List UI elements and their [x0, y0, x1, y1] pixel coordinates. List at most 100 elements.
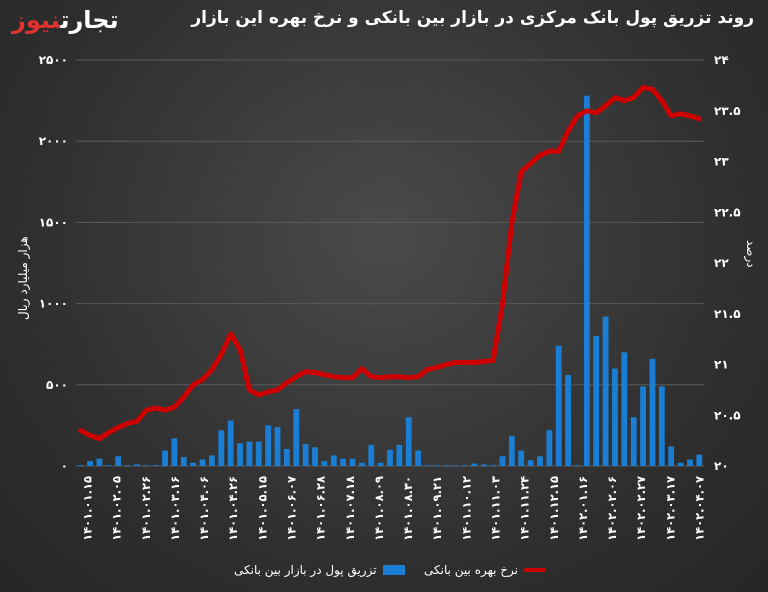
bar: [480, 464, 487, 466]
bar: [87, 461, 93, 466]
bar: [462, 465, 468, 466]
bar: [349, 458, 356, 466]
bar: [471, 463, 478, 466]
x-tick-label: ۱۴۰۱.۰۹.۲۱: [430, 476, 444, 541]
legend-label-bars: تزریق پول در بازار بین بانکی: [234, 563, 377, 577]
bar: [555, 345, 562, 466]
legend-swatch-bars: [382, 565, 405, 575]
bar: [105, 465, 112, 466]
bar: [687, 459, 693, 466]
bar: [490, 465, 497, 466]
x-tick-label: ۱۴۰۱.۰۸.۳۰: [401, 476, 415, 541]
chart-title: روند تزریق پول بانک مرکزی در بازار بین ب…: [191, 8, 754, 28]
bar: [330, 455, 337, 466]
x-tick-label: ۱۴۰۱.۱۰.۱۲: [459, 476, 473, 541]
bar: [508, 435, 515, 466]
x-tick-label: ۱۴۰۲.۰۲.۲۷: [634, 476, 648, 541]
x-tick-label: ۱۴۰۱.۰۷.۱۸: [343, 476, 357, 541]
y-left-tick-label: ۱۵۰۰: [39, 215, 68, 229]
x-tick-label: ۱۴۰۲.۰۳.۱۷: [663, 476, 677, 541]
x-tick-label: ۱۴۰۱.۰۸.۰۹: [372, 476, 386, 541]
bar: [574, 465, 581, 466]
interest-rate-line: [78, 84, 702, 442]
y-right-tick-label: ۲۴: [714, 53, 729, 67]
bar: [452, 465, 459, 466]
bar: [302, 444, 309, 466]
bar: [583, 95, 590, 466]
bar: [602, 316, 609, 466]
x-tick-label: ۱۴۰۱.۰۶.۲۸: [314, 476, 328, 541]
bar: [368, 444, 375, 466]
y-right-tick-label: ۲۲: [714, 256, 729, 270]
bar: [162, 450, 168, 466]
x-tick-label: ۱۴۰۲.۰۲.۰۶: [605, 476, 619, 541]
y-right-tick-label: ۲۱.۵: [714, 307, 741, 321]
bar: [124, 465, 131, 466]
x-tick-label: ۱۴۰۱.۰۲.۰۵: [110, 476, 124, 541]
y-left-tick-label: ۲۵۰۰: [39, 53, 68, 67]
y-left-tick-label: ۰: [61, 459, 68, 473]
bar: [658, 386, 665, 466]
logo-part-2: نیوز: [12, 6, 61, 34]
bar: [677, 462, 684, 466]
bar: [433, 465, 440, 466]
x-tick-label: ۱۴۰۱.۰۴.۲۶: [226, 476, 240, 541]
bar: [358, 462, 365, 466]
bar: [630, 417, 637, 466]
bar: [527, 460, 534, 466]
legend-swatch-line: [524, 568, 546, 572]
brand-logo: تجارتنیوز: [12, 6, 119, 34]
y-axis-right-label: درصد: [744, 240, 758, 268]
bar: [255, 441, 262, 466]
bar: [593, 336, 600, 466]
x-tick-label: ۱۴۰۱.۰۲.۲۶: [139, 476, 153, 541]
bar: [621, 352, 628, 466]
bar: [115, 456, 122, 466]
x-tick-label: ۱۴۰۱.۰۵.۱۵: [255, 476, 269, 541]
legend: تزریق پول در بازار بین بانکی نرخ بهره بی…: [0, 563, 768, 583]
bar: [312, 447, 318, 466]
bar: [152, 465, 159, 466]
y-axis-left-label: هزار میلیارد ریال: [16, 236, 30, 320]
bar: [424, 465, 431, 466]
y-right-tick-label: ۲۳: [714, 155, 729, 169]
x-tick-label: ۱۴۰۱.۱۱.۲۴: [518, 476, 532, 541]
bar: [171, 438, 178, 466]
legend-label-line: نرخ بهره بین بانکی: [424, 563, 518, 577]
logo-part-1: تجارت: [60, 6, 119, 34]
x-tick-label: ۱۴۰۲.۰۱.۱۶: [576, 476, 590, 541]
y-right-tick-label: ۲۰.۵: [714, 408, 741, 422]
bar: [227, 420, 234, 466]
bar: [612, 368, 618, 466]
x-tick-label: ۱۴۰۱.۰۴.۰۶: [197, 476, 211, 541]
bar: [499, 456, 506, 466]
bar: [415, 450, 422, 466]
bar: [387, 449, 393, 466]
bar: [199, 459, 206, 466]
bar: [405, 417, 412, 466]
bar: [274, 427, 281, 466]
y-left-tick-label: ۲۰۰۰: [39, 134, 68, 148]
bar: [218, 430, 225, 466]
x-tick-label: ۱۴۰۲.۰۴.۰۷: [693, 476, 707, 541]
y-right-tick-label: ۲۲.۵: [714, 205, 741, 219]
bar: [321, 461, 328, 466]
bar: [565, 375, 571, 466]
bar: [190, 462, 197, 466]
bar: [180, 457, 187, 466]
bar: [377, 462, 384, 466]
y-right-tick-label: ۲۳.۵: [714, 104, 741, 118]
bar: [246, 441, 253, 466]
y-right-tick-label: ۲۱: [714, 358, 729, 372]
y-left-tick-label: ۱۰۰۰: [39, 297, 68, 311]
bar: [209, 455, 215, 466]
bar: [283, 448, 290, 466]
bar: [143, 465, 150, 466]
bar: [265, 425, 272, 466]
bar: [518, 450, 525, 466]
x-tick-label: ۱۴۰۱.۰۳.۱۶: [168, 476, 182, 541]
bar: [537, 456, 543, 466]
bar: [293, 409, 300, 466]
bar: [396, 444, 403, 466]
